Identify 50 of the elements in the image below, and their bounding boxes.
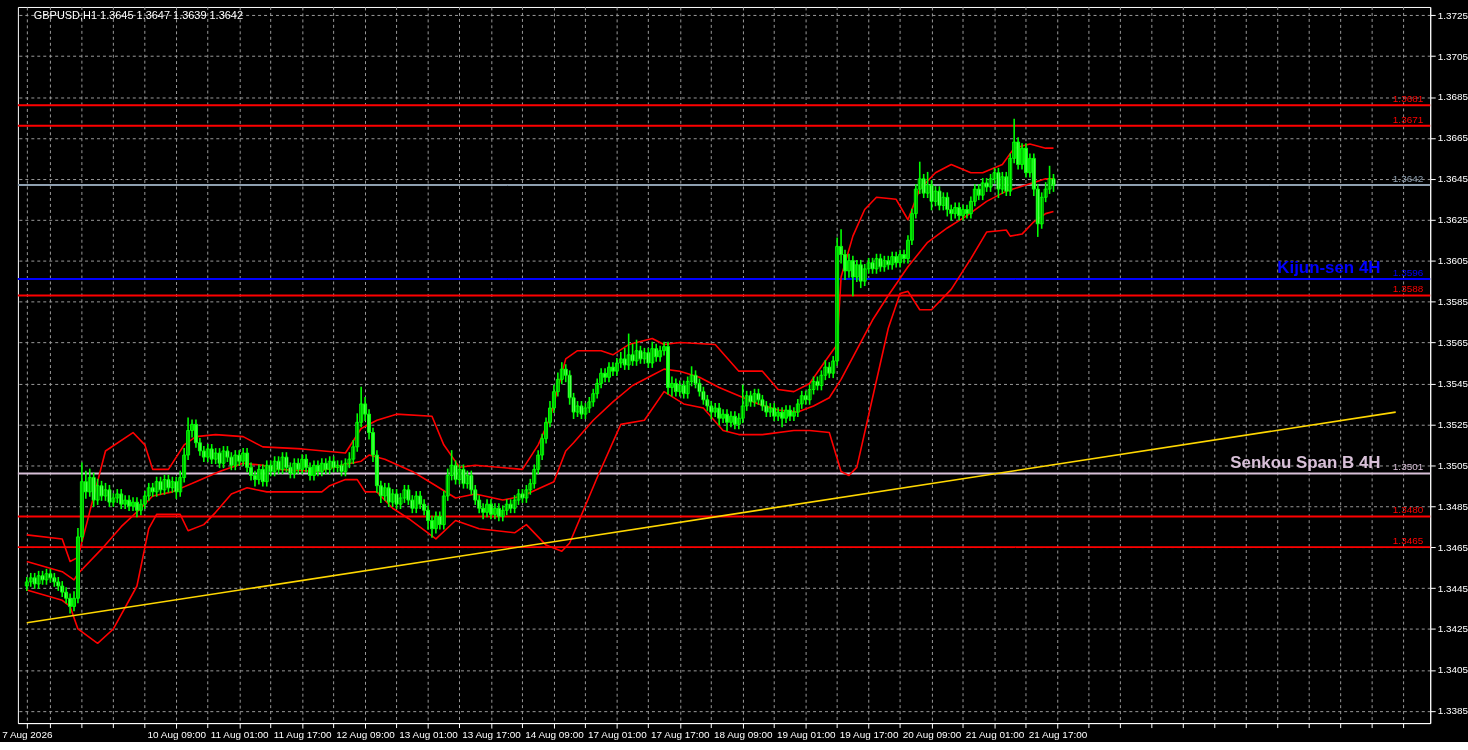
y-tick-label: 1.3465 <box>1437 541 1468 553</box>
ref-line-label: 1.3596 <box>1392 267 1424 279</box>
ref-line-label: 1.3465 <box>1392 535 1424 547</box>
ref-line-label: 1.3681 <box>1392 93 1424 105</box>
y-tick-label: 1.3445 <box>1437 582 1468 594</box>
y-tick-label: 1.3405 <box>1437 664 1468 676</box>
y-tick-label: 1.3425 <box>1437 623 1468 635</box>
x-tick-label: 20 Aug 09:00 <box>902 729 962 741</box>
y-tick-label: 1.3625 <box>1437 214 1468 226</box>
x-tick-label: 21 Aug 17:00 <box>1028 729 1088 741</box>
y-tick-label: 1.3545 <box>1437 377 1468 389</box>
ref-line-label: 1.3642 <box>1392 173 1424 184</box>
candlestick <box>394 489 399 510</box>
x-tick-label: 13 Aug 01:00 <box>399 729 459 741</box>
ref-line-label: 1.3588 <box>1392 283 1424 295</box>
annotation: Kijun-sen 4H <box>1277 258 1381 278</box>
y-tick-label: 1.3705 <box>1437 50 1468 62</box>
x-tick-label: 19 Aug 01:00 <box>776 729 836 741</box>
y-tick-label: 1.3505 <box>1437 459 1468 471</box>
y-tick-label: 1.3605 <box>1437 255 1468 267</box>
ref-line-label: 1.3480 <box>1392 504 1424 516</box>
y-tick-label: 1.3525 <box>1437 418 1468 430</box>
y-tick-label: 1.3585 <box>1437 296 1468 308</box>
x-tick-label: 18 Aug 09:00 <box>713 729 773 741</box>
ref-line-label: 1.3501 <box>1392 461 1424 473</box>
y-tick-label: 1.3685 <box>1437 91 1468 103</box>
y-tick-label: 1.3725 <box>1437 9 1468 21</box>
ref-line-label: 1.3671 <box>1392 113 1424 125</box>
chart-title: GBPUSD,H1 1.3645 1.3647 1.3639 1.3642 <box>33 8 243 21</box>
candlestick <box>99 480 104 501</box>
x-tick-label: 13 Aug 17:00 <box>462 729 522 741</box>
annotation: Senkou Span B 4H <box>1230 452 1381 472</box>
x-tick-label: 7 Aug 2026 <box>2 729 53 741</box>
x-tick-label: 21 Aug 01:00 <box>965 729 1025 741</box>
x-tick-label: 11 Aug 17:00 <box>273 729 333 741</box>
y-tick-label: 1.3385 <box>1437 705 1468 717</box>
x-tick-label: 12 Aug 09:00 <box>336 729 396 741</box>
y-tick-label: 1.3665 <box>1437 132 1468 144</box>
y-tick-label: 1.3645 <box>1437 173 1468 185</box>
candlestick <box>107 484 112 508</box>
x-tick-label: 14 Aug 09:00 <box>525 729 585 741</box>
x-tick-label: 17 Aug 17:00 <box>651 729 711 741</box>
x-tick-label: 19 Aug 17:00 <box>839 729 899 741</box>
x-tick-label: 10 Aug 09:00 <box>147 729 207 741</box>
candlestick <box>221 446 226 469</box>
y-tick-label: 1.3485 <box>1437 500 1468 512</box>
y-tick-label: 1.3565 <box>1437 337 1468 349</box>
x-tick-label: 17 Aug 01:00 <box>588 729 648 741</box>
candlestick <box>937 186 942 211</box>
x-tick-label: 11 Aug 01:00 <box>210 729 270 741</box>
